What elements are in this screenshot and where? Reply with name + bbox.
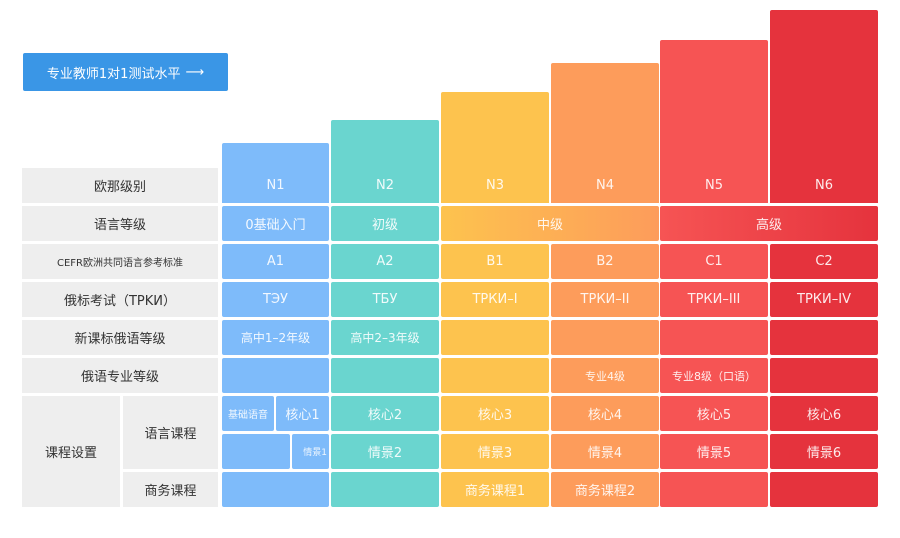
row-label-cefr: CEFR欧洲共同语言参考标准 [22,244,218,279]
core-n3[interactable]: 核心3 [441,396,549,431]
scene-n2[interactable]: 情景2 [331,434,439,469]
core-n2[interactable]: 核心2 [331,396,439,431]
row-label-business-course: 商务课程 [123,472,218,507]
business-n4[interactable]: 商务课程2 [551,472,659,507]
row-label-major-grade: 俄语专业等级 [22,358,218,393]
curriculum-n2: 高中2–3年级 [331,320,439,355]
scene-n3[interactable]: 情景3 [441,434,549,469]
trki-n3: ТРКИ–I [441,282,549,317]
curriculum-n3 [441,320,549,355]
trki-n1: ТЭУ [222,282,329,317]
level-n1: N1 [222,168,329,203]
bar-n1 [222,143,329,168]
grade-n1: 0基础入门 [222,206,329,241]
bar-n5 [660,40,768,168]
major-n4: 专业4级 [551,358,659,393]
bar-n6 [770,10,878,168]
row-label-course-setup: 课程设置 [22,396,120,507]
trki-n2: ТБУ [331,282,439,317]
curriculum-n4 [551,320,659,355]
curriculum-n6 [770,320,878,355]
bar-n2 [331,120,439,168]
scene-n5[interactable]: 情景5 [660,434,768,469]
cefr-n5: C1 [660,244,768,279]
row-label-trki: 俄标考试（TPKИ） [22,282,218,317]
level-n4: N4 [551,168,659,203]
core-n4[interactable]: 核心4 [551,396,659,431]
business-n3[interactable]: 商务课程1 [441,472,549,507]
major-n1 [222,358,329,393]
trki-n6: ТРКИ–IV [770,282,878,317]
row-label-level: 欧那级别 [22,168,218,203]
business-n2 [331,472,439,507]
scene-n1-blank [222,434,290,469]
trki-n4: ТРКИ–II [551,282,659,317]
grade-n2: 初级 [331,206,439,241]
cefr-n3: B1 [441,244,549,279]
test-level-button-label: 专业教师1对1测试水平 [46,66,181,82]
grade-n3-n4: 中级 [441,206,659,241]
grade-n5-n6: 高级 [660,206,878,241]
core-n1-phonetics[interactable]: 基础语音 [222,396,274,431]
level-n6: N6 [770,168,878,203]
cefr-n1: A1 [222,244,329,279]
scene-n4[interactable]: 情景4 [551,434,659,469]
level-n2: N2 [331,168,439,203]
cefr-n4: B2 [551,244,659,279]
row-label-language-course: 语言课程 [123,396,218,469]
cefr-n2: A2 [331,244,439,279]
major-n3 [441,358,549,393]
row-label-new-curriculum: 新课标俄语等级 [22,320,218,355]
bar-n3 [441,92,549,168]
bar-n4 [551,63,659,168]
arrow-right-icon: ⟶ [185,64,205,80]
core-n5[interactable]: 核心5 [660,396,768,431]
curriculum-n5 [660,320,768,355]
core-n6[interactable]: 核心6 [770,396,878,431]
major-n5: 专业8级（口语） [660,358,768,393]
level-n3: N3 [441,168,549,203]
trki-n5: ТРКИ–III [660,282,768,317]
business-n5 [660,472,768,507]
cefr-n6: C2 [770,244,878,279]
scene-n1[interactable]: 情景1 [292,434,329,469]
major-n2 [331,358,439,393]
core-n1[interactable]: 核心1 [276,396,329,431]
business-n6 [770,472,878,507]
scene-n6[interactable]: 情景6 [770,434,878,469]
business-n1 [222,472,329,507]
curriculum-n1: 高中1–2年级 [222,320,329,355]
level-n5: N5 [660,168,768,203]
test-level-button[interactable]: 专业教师1对1测试水平 ⟶ [23,53,228,91]
row-label-language-grade: 语言等级 [22,206,218,241]
major-n6 [770,358,878,393]
